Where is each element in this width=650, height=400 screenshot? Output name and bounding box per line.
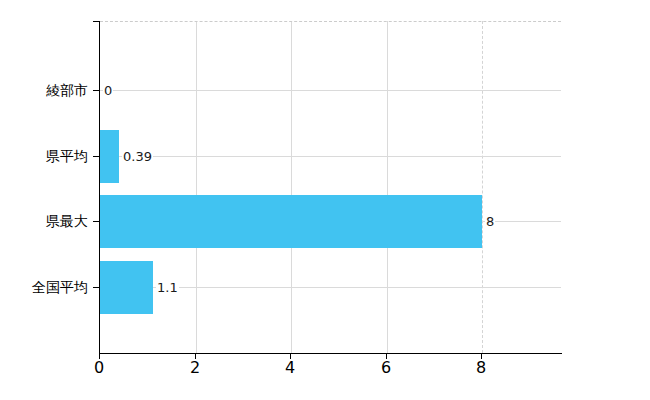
bar: [100, 261, 153, 314]
vertical-gridline: [196, 21, 197, 353]
horizontal-gridline: [100, 90, 561, 91]
horizontal-bar-chart: 0 0.39 8 1.1 綾部市県平均県最大全国平均 0 2 4 6 8: [0, 0, 650, 400]
x-tick-label: 2: [181, 360, 209, 376]
x-tick-label: 6: [372, 360, 400, 376]
vertical-gridline: [291, 21, 292, 353]
x-axis-line: [99, 353, 562, 354]
bar: [100, 195, 482, 248]
y-axis-tick: [93, 287, 99, 288]
y-axis-tick: [93, 21, 99, 22]
plot-top-border: [100, 21, 561, 22]
x-tick-label: 0: [85, 360, 113, 376]
category-label: 県最大: [0, 214, 88, 228]
x-tick-label: 8: [467, 360, 495, 376]
bar: [100, 130, 119, 183]
y-axis-tick: [93, 156, 99, 157]
bar-value-label: 8: [485, 215, 495, 228]
horizontal-gridline: [100, 156, 561, 157]
category-label: 全国平均: [0, 280, 88, 294]
bar-value-label: 0.39: [122, 150, 153, 163]
y-axis-line: [99, 21, 100, 354]
bar-value-label: 1.1: [156, 281, 179, 294]
y-axis-tick: [93, 90, 99, 91]
vertical-gridline: [387, 21, 388, 353]
y-axis-tick: [93, 221, 99, 222]
bar-value-label: 0: [103, 84, 113, 97]
vertical-gridline: [482, 21, 483, 353]
category-label: 県平均: [0, 149, 88, 163]
x-tick-label: 4: [276, 360, 304, 376]
category-label: 綾部市: [0, 83, 88, 97]
